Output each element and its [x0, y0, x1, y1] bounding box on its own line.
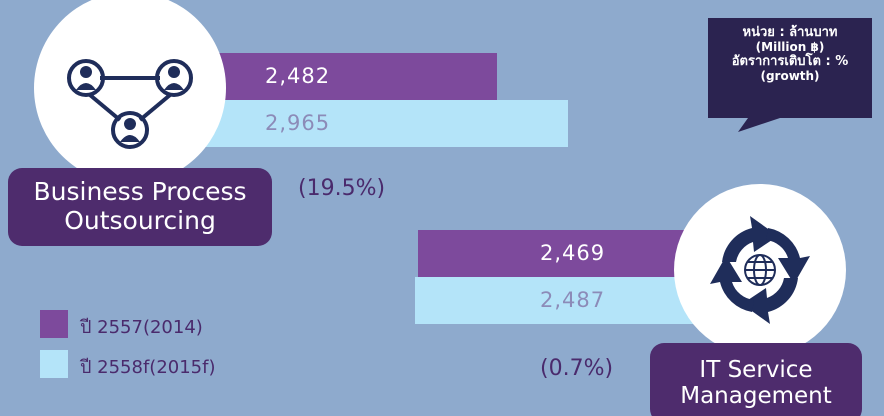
bpo-people	[76, 66, 184, 142]
value-label: 2,487	[540, 288, 606, 312]
value-label: 2,482	[265, 64, 331, 88]
growth-label: (19.5%)	[298, 176, 386, 201]
note-bubble	[708, 18, 872, 132]
note-line: (growth)	[760, 68, 820, 83]
legend-label: ปี 2558f(2015f)	[80, 357, 216, 378]
value-label: 2,469	[540, 241, 606, 265]
growth-label: (0.7%)	[540, 356, 614, 381]
bpo-circle	[34, 0, 226, 184]
globe	[744, 254, 776, 286]
category-label: Business Process Outsourcing	[8, 168, 272, 246]
legend-swatch	[40, 350, 68, 378]
note-line: อัตราการเติบโต : %	[731, 53, 849, 69]
legend-label: ปี 2557(2014)	[80, 317, 203, 338]
note-line: หน่วย : ล้านบาท	[742, 25, 838, 40]
legend-swatch	[40, 310, 68, 338]
unit-note: หน่วย : ล้านบาท (Million ฿) อัตราการเติบ…	[705, 25, 875, 83]
value-label: 2,965	[265, 111, 331, 135]
it-icon	[710, 216, 810, 324]
note-line: (Million ฿)	[755, 39, 825, 54]
category-label: IT Service Management	[650, 343, 862, 416]
bpo-icon	[67, 59, 193, 149]
